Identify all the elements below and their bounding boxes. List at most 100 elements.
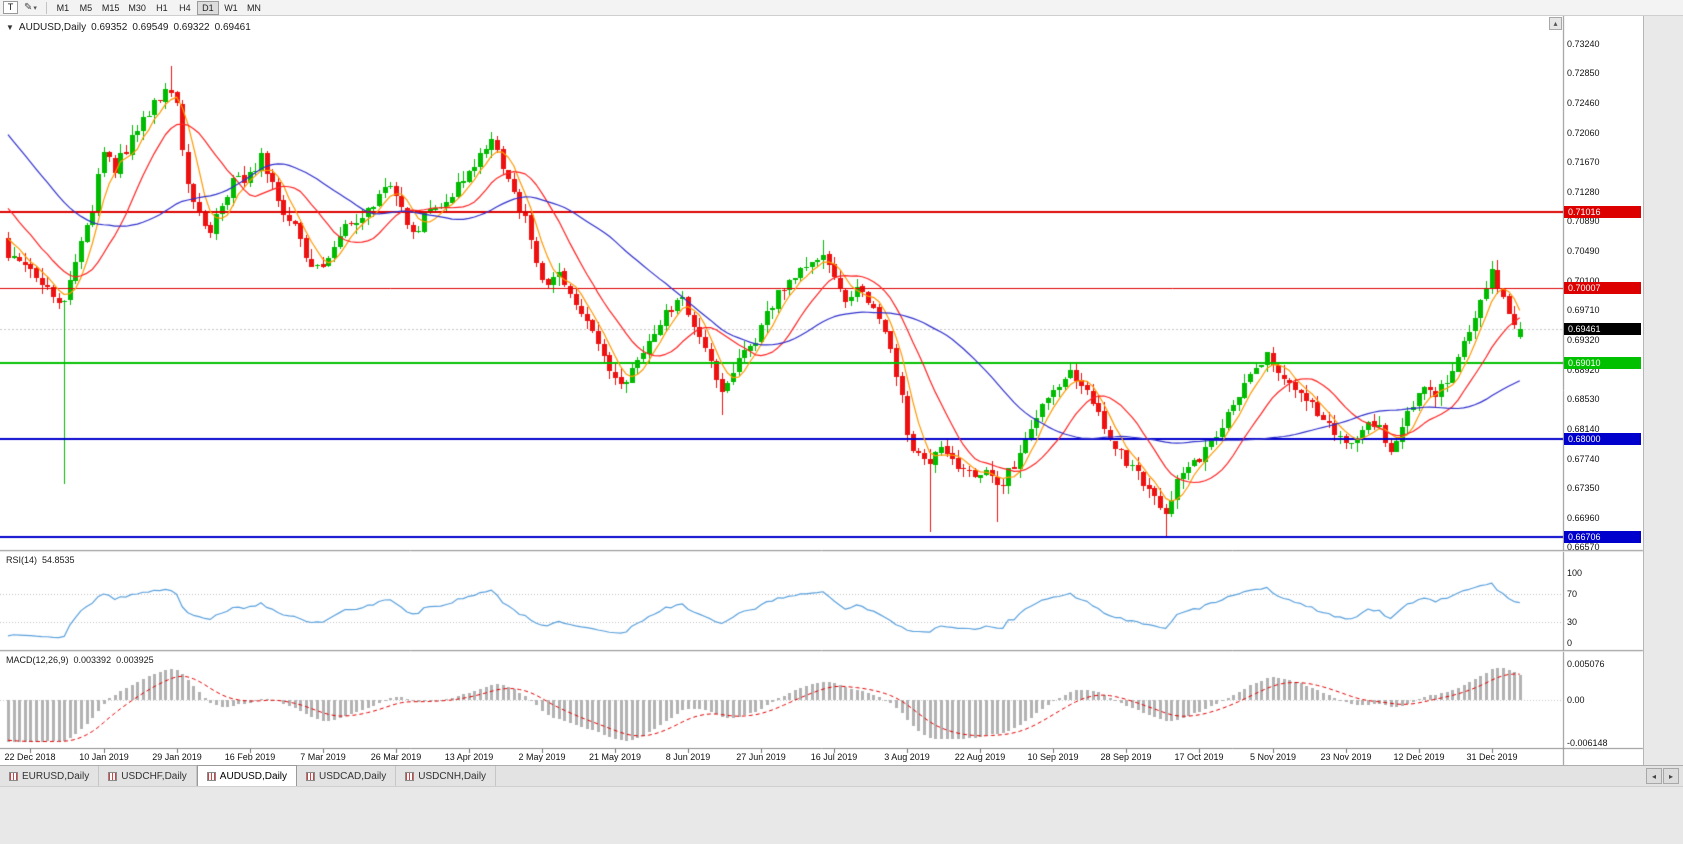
- tab-eurusd[interactable]: EURUSD,Daily: [0, 766, 100, 786]
- date-axis-label: 5 Nov 2019: [1249, 752, 1297, 762]
- date-axis-label: 23 Nov 2019: [1320, 752, 1372, 762]
- timeframe-button-w1[interactable]: W1: [220, 1, 242, 15]
- date-axis-label: 22 Aug 2019: [954, 752, 1006, 762]
- date-axis-label: 13 Apr 2019: [444, 752, 494, 762]
- scroll-up-button[interactable]: ▴: [1549, 17, 1562, 30]
- timeframe-button-h1[interactable]: H1: [151, 1, 173, 15]
- rsi-legend: RSI(14) 54.8535: [6, 555, 75, 565]
- rsi-scale-label: 100: [1567, 568, 1583, 578]
- rsi-label: RSI(14): [6, 555, 38, 565]
- price-axis-tick: 0.66570: [1567, 542, 1600, 552]
- toolbar-handle[interactable]: T: [3, 1, 18, 14]
- date-axis-label: 21 May 2019: [588, 752, 642, 762]
- timeframe-button-mn[interactable]: MN: [243, 1, 265, 15]
- date-axis-label: 29 Jan 2019: [152, 752, 202, 762]
- price-level-badge: 0.66706: [1564, 531, 1641, 543]
- toolbar-separator: [45, 1, 47, 14]
- timeframe-toolbar: T ✎ ▾ M1 M5 M15 M30 H1 H4 D1 W1 MN: [0, 0, 1683, 16]
- date-axis-label: 28 Sep 2019: [1100, 752, 1152, 762]
- legend-high: 0.69549: [132, 22, 169, 33]
- legend-low: 0.69322: [173, 22, 210, 33]
- price-axis-tick: 0.69320: [1567, 335, 1600, 345]
- price-axis-tick: 0.67740: [1567, 454, 1600, 464]
- price-axis-tick: 0.71280: [1567, 187, 1600, 197]
- macd-value-main: 0.003392: [73, 655, 112, 665]
- tab-scroll-left-button[interactable]: ◂: [1646, 768, 1662, 784]
- timeframe-button-m5[interactable]: M5: [75, 1, 97, 15]
- price-axis-tick: 0.73240: [1567, 39, 1600, 49]
- chart-tab-icon: [108, 771, 118, 781]
- date-axis-label: 12 Dec 2019: [1393, 752, 1445, 762]
- date-axis-label: 10 Jan 2019: [79, 752, 129, 762]
- price-axis-tick: 0.68140: [1567, 424, 1600, 434]
- date-axis-label: 2 May 2019: [518, 752, 566, 762]
- chart-tabs: EURUSD,Daily USDCHF,Daily AUDUSD,Daily USDC…: [0, 765, 497, 786]
- status-bar: [0, 786, 1683, 844]
- legend-close: 0.69461: [214, 22, 251, 33]
- tab-label: AUDUSD,Daily: [219, 770, 288, 782]
- timeframe-button-m15[interactable]: M15: [98, 1, 124, 15]
- legend-open: 0.69352: [91, 22, 128, 33]
- date-axis-label: 7 Mar 2019: [300, 752, 346, 762]
- current-price-badge: 0.69461: [1564, 323, 1641, 335]
- price-chart-canvas[interactable]: [0, 16, 1683, 765]
- pencil-icon: ✎: [24, 2, 33, 13]
- price-axis-tick: 0.72850: [1567, 68, 1600, 78]
- timeframe-button-d1[interactable]: D1: [196, 0, 219, 15]
- timeframe-button-h4[interactable]: H4: [174, 1, 196, 15]
- tab-usdcnh[interactable]: USDCNH,Daily: [396, 766, 497, 786]
- price-axis-tick: 0.67350: [1567, 483, 1600, 493]
- macd-value-signal: 0.003925: [116, 655, 154, 665]
- macd-scale-label: -0.006148: [1567, 738, 1608, 748]
- caret-down-icon: ▾: [33, 4, 37, 12]
- tab-scroll-controls: ◂ ▸: [1642, 766, 1683, 786]
- date-axis-label: 26 Mar 2019: [370, 752, 422, 762]
- tab-usdchf[interactable]: USDCHF,Daily: [99, 766, 197, 786]
- date-axis-label: 27 Jun 2019: [736, 752, 786, 762]
- date-axis-label: 16 Feb 2019: [224, 752, 276, 762]
- date-axis-label: 3 Aug 2019: [884, 752, 930, 762]
- tab-usdcad[interactable]: USDCAD,Daily: [297, 766, 397, 786]
- chart-tab-bar: EURUSD,Daily USDCHF,Daily AUDUSD,Daily USDC…: [0, 765, 1683, 786]
- macd-scale-label: 0.00: [1567, 695, 1585, 705]
- price-level-badge: 0.71016: [1564, 206, 1641, 218]
- chart-tab-icon: [9, 771, 18, 781]
- timeframe-button-m1[interactable]: M1: [52, 1, 74, 15]
- tools-dropdown-button[interactable]: ✎ ▾: [20, 1, 41, 15]
- price-axis-tick: 0.72060: [1567, 128, 1600, 138]
- tab-scroll-right-button[interactable]: ▸: [1663, 768, 1679, 784]
- price-axis-tick: 0.68920: [1567, 365, 1600, 375]
- date-axis-label: 10 Sep 2019: [1027, 752, 1079, 762]
- timeframe-buttons: M1 M5 M15 M30 H1 H4 D1 W1 MN: [52, 0, 265, 15]
- chart-legend: ▼ AUDUSD,Daily 0.69352 0.69549 0.69322 0…: [6, 22, 251, 33]
- chart-tab-icon: [405, 771, 415, 781]
- timeframe-button-m30[interactable]: M30: [124, 1, 150, 15]
- right-gutter: [1643, 16, 1683, 765]
- price-axis-tick: 0.68530: [1567, 394, 1600, 404]
- tab-label: USDCNH,Daily: [418, 770, 487, 782]
- macd-scale-label: 0.005076: [1567, 659, 1605, 669]
- price-axis-tick: 0.70100: [1567, 276, 1600, 286]
- price-axis-tick: 0.66960: [1567, 513, 1600, 523]
- chart-tab-icon: [306, 771, 316, 781]
- date-axis-label: 8 Jun 2019: [665, 752, 711, 762]
- tab-audusd[interactable]: AUDUSD,Daily: [196, 765, 298, 786]
- rsi-scale-label: 30: [1567, 617, 1578, 627]
- date-axis-label: 17 Oct 2019: [1174, 752, 1224, 762]
- price-axis-tick: 0.72460: [1567, 98, 1600, 108]
- price-axis-tick: 0.71670: [1567, 157, 1600, 167]
- price-axis-tick: 0.69710: [1567, 305, 1600, 315]
- price-level-badge: 0.69010: [1564, 357, 1641, 369]
- rsi-scale-label: 0: [1567, 638, 1573, 648]
- chart-area[interactable]: 0.73240 0.72850 0.72460 0.72060 0.71670 0.712…: [0, 16, 1683, 765]
- legend-symbol: AUDUSD,Daily: [18, 22, 87, 33]
- tab-label: EURUSD,Daily: [22, 770, 90, 782]
- tab-label: USDCAD,Daily: [319, 770, 387, 782]
- macd-legend: MACD(12,26,9) 0.003392 0.003925: [6, 655, 154, 665]
- legend-collapse-icon[interactable]: ▼: [6, 23, 14, 32]
- date-axis-label: 16 Jul 2019: [810, 752, 858, 762]
- rsi-scale-label: 70: [1567, 589, 1578, 599]
- price-level-badge: 0.70007: [1564, 282, 1641, 294]
- rsi-value: 54.8535: [42, 555, 75, 565]
- tab-label: USDCHF,Daily: [121, 770, 187, 782]
